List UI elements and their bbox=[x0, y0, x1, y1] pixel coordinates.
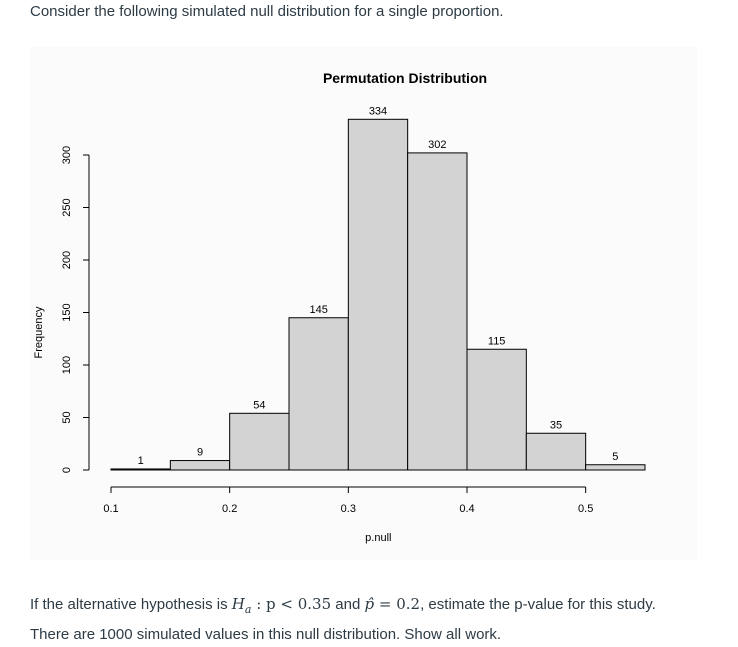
x-tick-label: 0.5 bbox=[578, 503, 593, 515]
question-prompt: Consider the following simulated null di… bbox=[30, 3, 504, 20]
y-tick-label: 100 bbox=[61, 356, 73, 374]
bar-count-label: 334 bbox=[369, 105, 387, 117]
histogram-bar bbox=[229, 412, 290, 471]
bar-count-label: 302 bbox=[428, 139, 446, 151]
histogram-bar bbox=[169, 460, 231, 471]
bar-count-label: 145 bbox=[309, 304, 327, 316]
x-tick-label: 0.4 bbox=[459, 503, 474, 515]
bar-count-label: 9 bbox=[197, 447, 203, 459]
y-tick-label: 300 bbox=[61, 146, 73, 164]
y-tick-label: 0 bbox=[61, 467, 73, 473]
bar-count-label: 5 bbox=[612, 451, 618, 463]
histogram-figure: Permutation Distribution 1 9 54 145 334 302 115… bbox=[30, 47, 697, 560]
bar-count-label: 35 bbox=[550, 419, 562, 431]
question-line-1: If the alternative hypothesis is Ha : p … bbox=[30, 595, 656, 616]
histogram-chart: Permutation Distribution 1 9 54 145 334 302 115… bbox=[33, 70, 646, 544]
histogram-bar bbox=[466, 348, 527, 471]
chart-title: Permutation Distribution bbox=[323, 70, 487, 86]
histogram-bar bbox=[110, 468, 171, 471]
y-tick-label: 250 bbox=[61, 198, 73, 216]
x-tick-label: 0.2 bbox=[222, 503, 237, 515]
x-axis-label: p.null bbox=[365, 532, 391, 544]
histogram-bar bbox=[407, 152, 468, 471]
x-tick-label: 0.3 bbox=[341, 503, 356, 515]
bar-count-label: 115 bbox=[488, 335, 506, 347]
histogram-bar bbox=[585, 464, 646, 471]
y-axis-label: Frequency bbox=[33, 306, 45, 358]
y-tick-label: 150 bbox=[61, 303, 73, 321]
x-tick-label: 0.1 bbox=[103, 503, 118, 515]
bar-count-label: 54 bbox=[253, 399, 265, 411]
y-tick-label: 50 bbox=[61, 411, 73, 423]
question-text: If the alternative hypothesis is Ha : p … bbox=[30, 592, 720, 647]
histogram-bar bbox=[288, 317, 349, 471]
question-line-2: There are 1000 simulated values in this … bbox=[30, 626, 502, 643]
bar-count-label: 1 bbox=[138, 455, 144, 467]
histogram-bar bbox=[347, 118, 409, 471]
y-tick-label: 200 bbox=[61, 251, 73, 269]
histogram-bar bbox=[525, 432, 587, 471]
